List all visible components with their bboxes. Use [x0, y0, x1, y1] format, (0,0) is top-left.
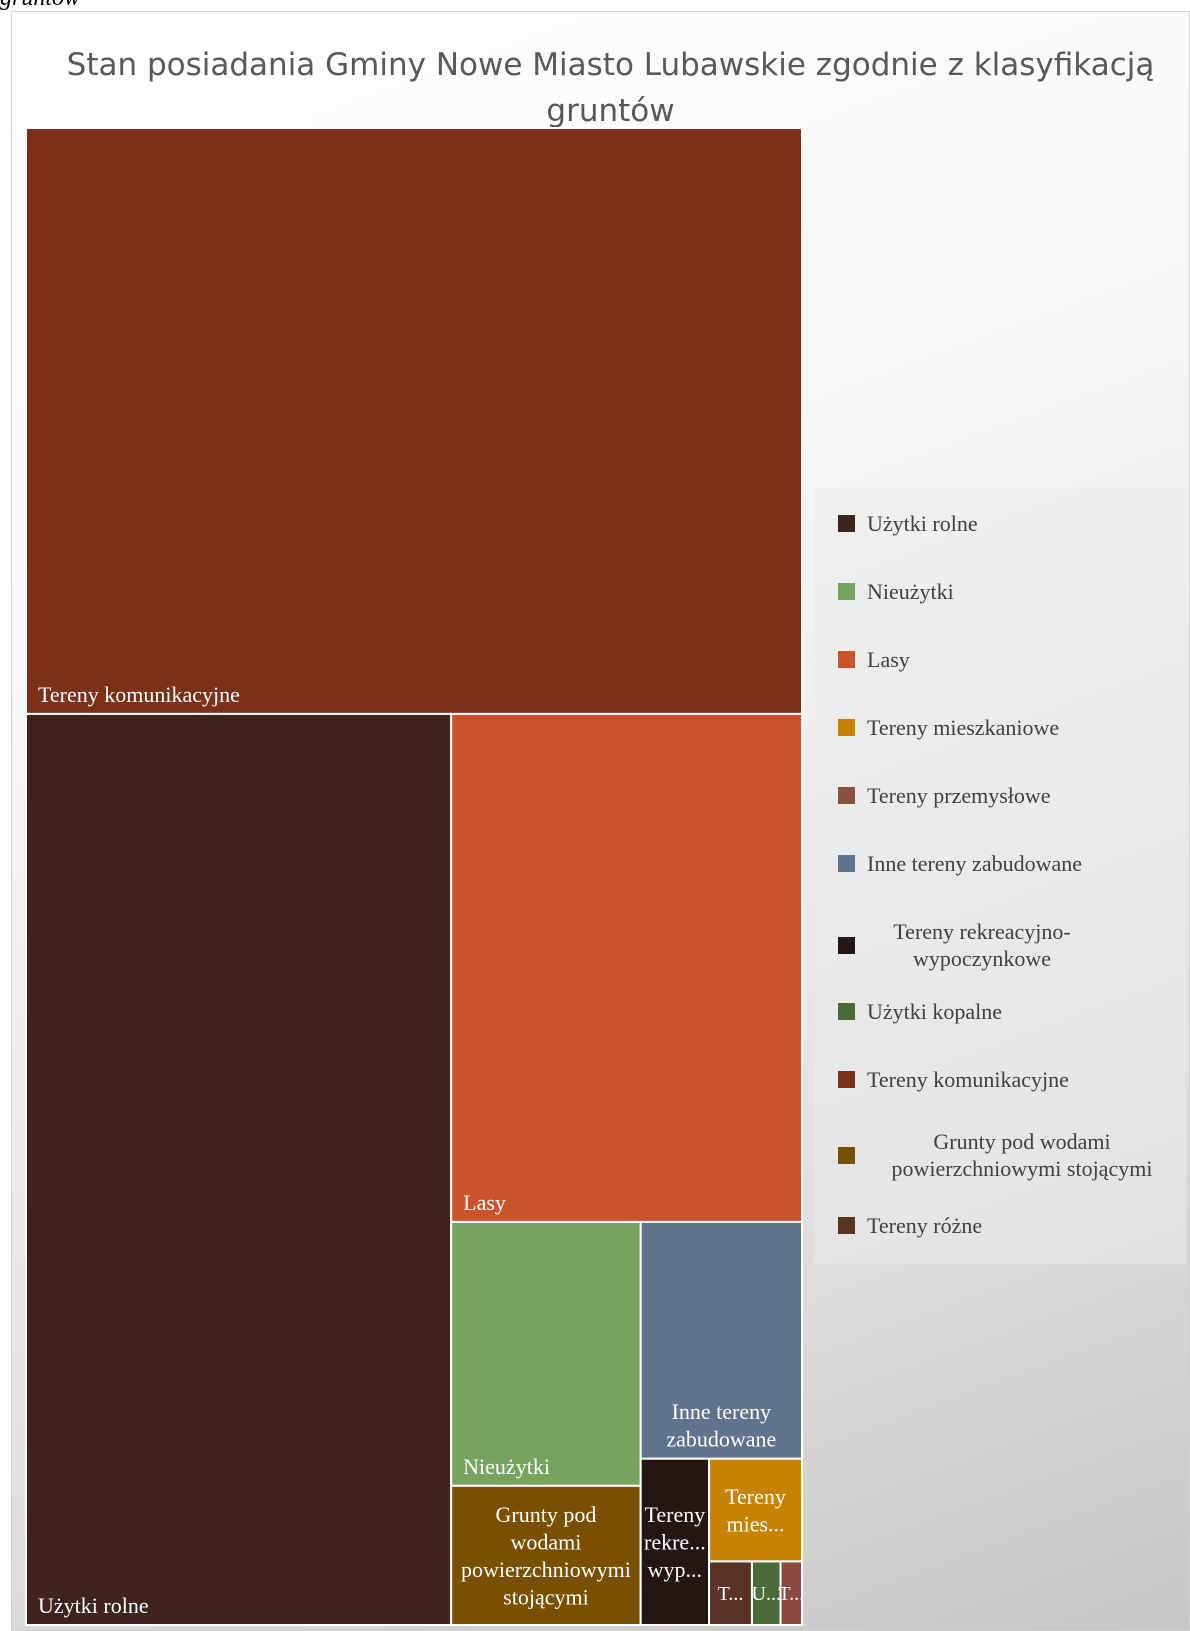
treemap-rect	[708, 1457, 804, 1563]
legend-item: Nieużytki	[838, 578, 1178, 605]
legend-swatch	[838, 787, 855, 804]
legend-swatch	[838, 1146, 855, 1164]
legend-label: Nieużytki	[867, 579, 954, 604]
legend-label: Tereny rekreacyjno-wypoczynkowe	[893, 919, 1071, 971]
tile-label: Tereny rekre... wyp...	[644, 1502, 706, 1582]
legend-item: Inne tereny zabudowane	[838, 850, 1178, 877]
legend-label: Tereny komunikacyjne	[867, 1067, 1069, 1092]
legend-item: Tereny mieszkaniowe	[838, 714, 1178, 741]
legend-item: Tereny przemysłowe	[838, 782, 1178, 809]
legend-label: Grunty pod wodami powierzchniowymi stoją…	[891, 1129, 1153, 1181]
treemap-rect	[779, 1560, 804, 1626]
legend-label: Tereny przemysłowe	[867, 783, 1051, 808]
legend-swatch	[838, 583, 855, 600]
tile-label: Użytki rolne	[38, 1593, 149, 1618]
legend-item: Tereny komunikacyjne	[838, 1066, 1178, 1093]
treemap-rect	[750, 1560, 782, 1626]
tile-label: T...	[778, 1583, 804, 1605]
tile-label: Tereny komunikacyjne	[38, 682, 240, 707]
legend-swatch	[838, 719, 855, 736]
treemap-tile: Grunty pod wodami powierzchniowymi stojącym…	[450, 1484, 642, 1626]
legend-label: Inne tereny zabudowane	[867, 851, 1083, 876]
tile-label: Tereny mies...	[725, 1484, 786, 1537]
treemap-rect	[708, 1560, 753, 1626]
legend-label: Tereny mieszkaniowe	[867, 715, 1060, 740]
treemap-rect	[450, 712, 803, 1223]
treemap-rect	[25, 127, 803, 715]
legend-swatch	[838, 515, 855, 532]
legend-item: Użytki kopalne	[838, 998, 1178, 1025]
tile-label: Lasy	[463, 1190, 506, 1215]
figure-caption: gruntów	[0, 0, 80, 12]
treemap-tile: Tereny komunikacyjne	[25, 127, 803, 715]
tile-label: T...	[718, 1583, 744, 1605]
legend-item: Lasy	[838, 646, 1178, 673]
legend-label: Użytki kopalne	[867, 999, 1003, 1024]
treemap-tile: Nieużytki	[450, 1220, 642, 1487]
legend-label: Użytki rolne	[867, 511, 978, 536]
tile-label: Nieużytki	[463, 1454, 550, 1479]
treemap-rect	[25, 712, 453, 1626]
legend-swatch	[838, 936, 855, 954]
treemap-tile: U...	[750, 1560, 782, 1626]
chart-title: Stan posiadania Gminy Nowe Miasto Lubaws…	[66, 47, 1155, 129]
treemap-rect	[450, 1220, 642, 1487]
tile-label: Inne tereny zabudowane	[666, 1399, 776, 1452]
legend-item: Tereny rekreacyjno-wypoczynkowe	[838, 918, 1178, 972]
treemap-tile: Tereny mies...	[708, 1457, 804, 1563]
treemap-tile: Tereny rekre... wyp...	[639, 1457, 711, 1627]
legend-swatch	[838, 651, 855, 668]
legend-item: Użytki rolne	[838, 510, 1178, 537]
legend: Użytki rolne Nieużytki Lasy Tereny miesz…	[814, 488, 1186, 1264]
legend-item: Grunty pod wodami powierzchniowymi stoją…	[838, 1128, 1178, 1182]
legend-swatch	[838, 1003, 855, 1020]
legend-label: Lasy	[867, 647, 910, 672]
legend-swatch	[838, 1217, 855, 1234]
treemap-tile: T...	[778, 1560, 804, 1626]
treemap-tile: Lasy	[450, 712, 803, 1223]
legend-item: Tereny różne	[838, 1212, 1178, 1239]
treemap-tile: T...	[708, 1560, 753, 1626]
legend-swatch	[838, 1071, 855, 1088]
tile-label: Grunty pod wodami powierzchniowymi stojącym…	[461, 1502, 631, 1610]
treemap-rect	[450, 1484, 642, 1626]
treemap-tile: Użytki rolne	[25, 712, 453, 1626]
tile-label: U...	[752, 1583, 781, 1605]
treemap-rect	[639, 1220, 804, 1460]
treemap-tile: Inne tereny zabudowane	[639, 1220, 804, 1460]
legend-label: Tereny różne	[867, 1213, 983, 1238]
legend-swatch	[838, 855, 855, 872]
